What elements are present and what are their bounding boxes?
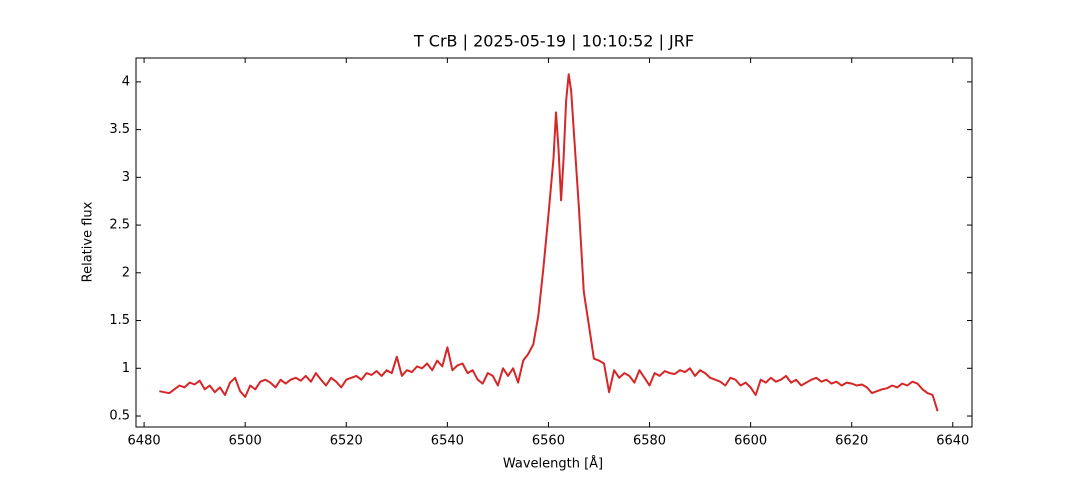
y-tick-label: 3.5 bbox=[109, 122, 130, 137]
x-axis-label: Wavelength [Å] bbox=[503, 456, 603, 472]
y-axis-label: Relative flux bbox=[81, 201, 96, 282]
x-tick-label: 6600 bbox=[734, 434, 767, 449]
x-tick-label: 6520 bbox=[330, 434, 363, 449]
plot-frame bbox=[135, 57, 973, 428]
x-tick-label: 6500 bbox=[229, 434, 262, 449]
x-tick-label: 6480 bbox=[128, 434, 161, 449]
y-tick-label: 2.5 bbox=[109, 218, 130, 233]
x-tick-label: 6620 bbox=[835, 434, 868, 449]
y-tick-label: 0.5 bbox=[109, 409, 130, 424]
spectrum-line bbox=[159, 73, 939, 412]
x-tick-label: 6560 bbox=[532, 434, 565, 449]
x-tick-label: 6580 bbox=[633, 434, 666, 449]
x-tick-label: 6540 bbox=[431, 434, 464, 449]
y-tick-label: 1.5 bbox=[109, 313, 130, 328]
y-tick-label: 1 bbox=[122, 361, 130, 376]
y-tick-label: 3 bbox=[122, 170, 130, 185]
y-tick-label: 2 bbox=[122, 265, 130, 280]
chart-title: T CrB | 2025-05-19 | 10:10:52 | JRF bbox=[413, 32, 694, 51]
y-tick-label: 4 bbox=[122, 74, 130, 89]
x-tick-label: 6640 bbox=[936, 434, 969, 449]
